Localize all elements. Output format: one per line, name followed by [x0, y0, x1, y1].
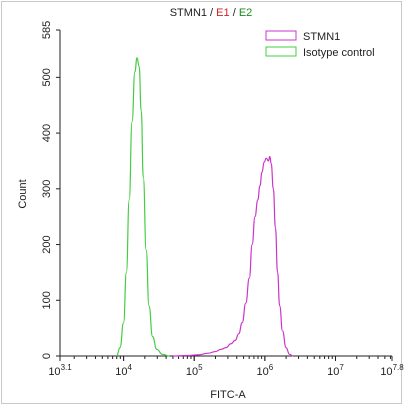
- plot-area: [59, 30, 392, 357]
- x-tick-label: 104: [115, 363, 132, 378]
- legend-label: Isotype control: [303, 47, 375, 59]
- title-segment-0: STMN1: [170, 7, 207, 19]
- y-tick-label: 500: [41, 68, 53, 86]
- y-axis-title: Count: [17, 179, 29, 208]
- y-tick-label: 300: [41, 180, 53, 198]
- y-tick-label: 200: [41, 235, 53, 253]
- x-tick-label: 106: [256, 363, 273, 378]
- legend-swatch: [265, 30, 297, 41]
- y-tick-label: 400: [41, 124, 53, 142]
- legend: STMN1 Isotype control: [265, 30, 375, 59]
- title-segment-2: E1: [216, 7, 229, 19]
- series-layer: [116, 57, 294, 357]
- series-line-isotype-control: [116, 57, 170, 357]
- y-tick-label: 100: [41, 291, 53, 309]
- x-axis: 103.1 104 105 106 107 107.8: [48, 356, 404, 378]
- y-tick-label: 585: [41, 21, 53, 39]
- title-segment-1: /: [207, 7, 216, 19]
- title-segment-3: /: [230, 7, 239, 19]
- legend-label: STMN1: [303, 31, 340, 43]
- title-segment-4: E2: [239, 7, 252, 19]
- x-tick-label: 103.1: [48, 363, 72, 378]
- chart-title: STMN1 / E1 / E2: [170, 7, 253, 19]
- legend-swatch: [265, 46, 297, 57]
- x-tick-label: 107: [327, 363, 344, 378]
- x-tick-label: 107.8: [380, 363, 404, 378]
- x-tick-label: 105: [186, 363, 203, 378]
- series-line-stmn1: [173, 155, 294, 357]
- y-tick-label: 0: [41, 353, 53, 359]
- y-axis: 0 100 200 300 400 500 585: [41, 21, 60, 359]
- x-axis-title: FITC-A: [210, 389, 246, 401]
